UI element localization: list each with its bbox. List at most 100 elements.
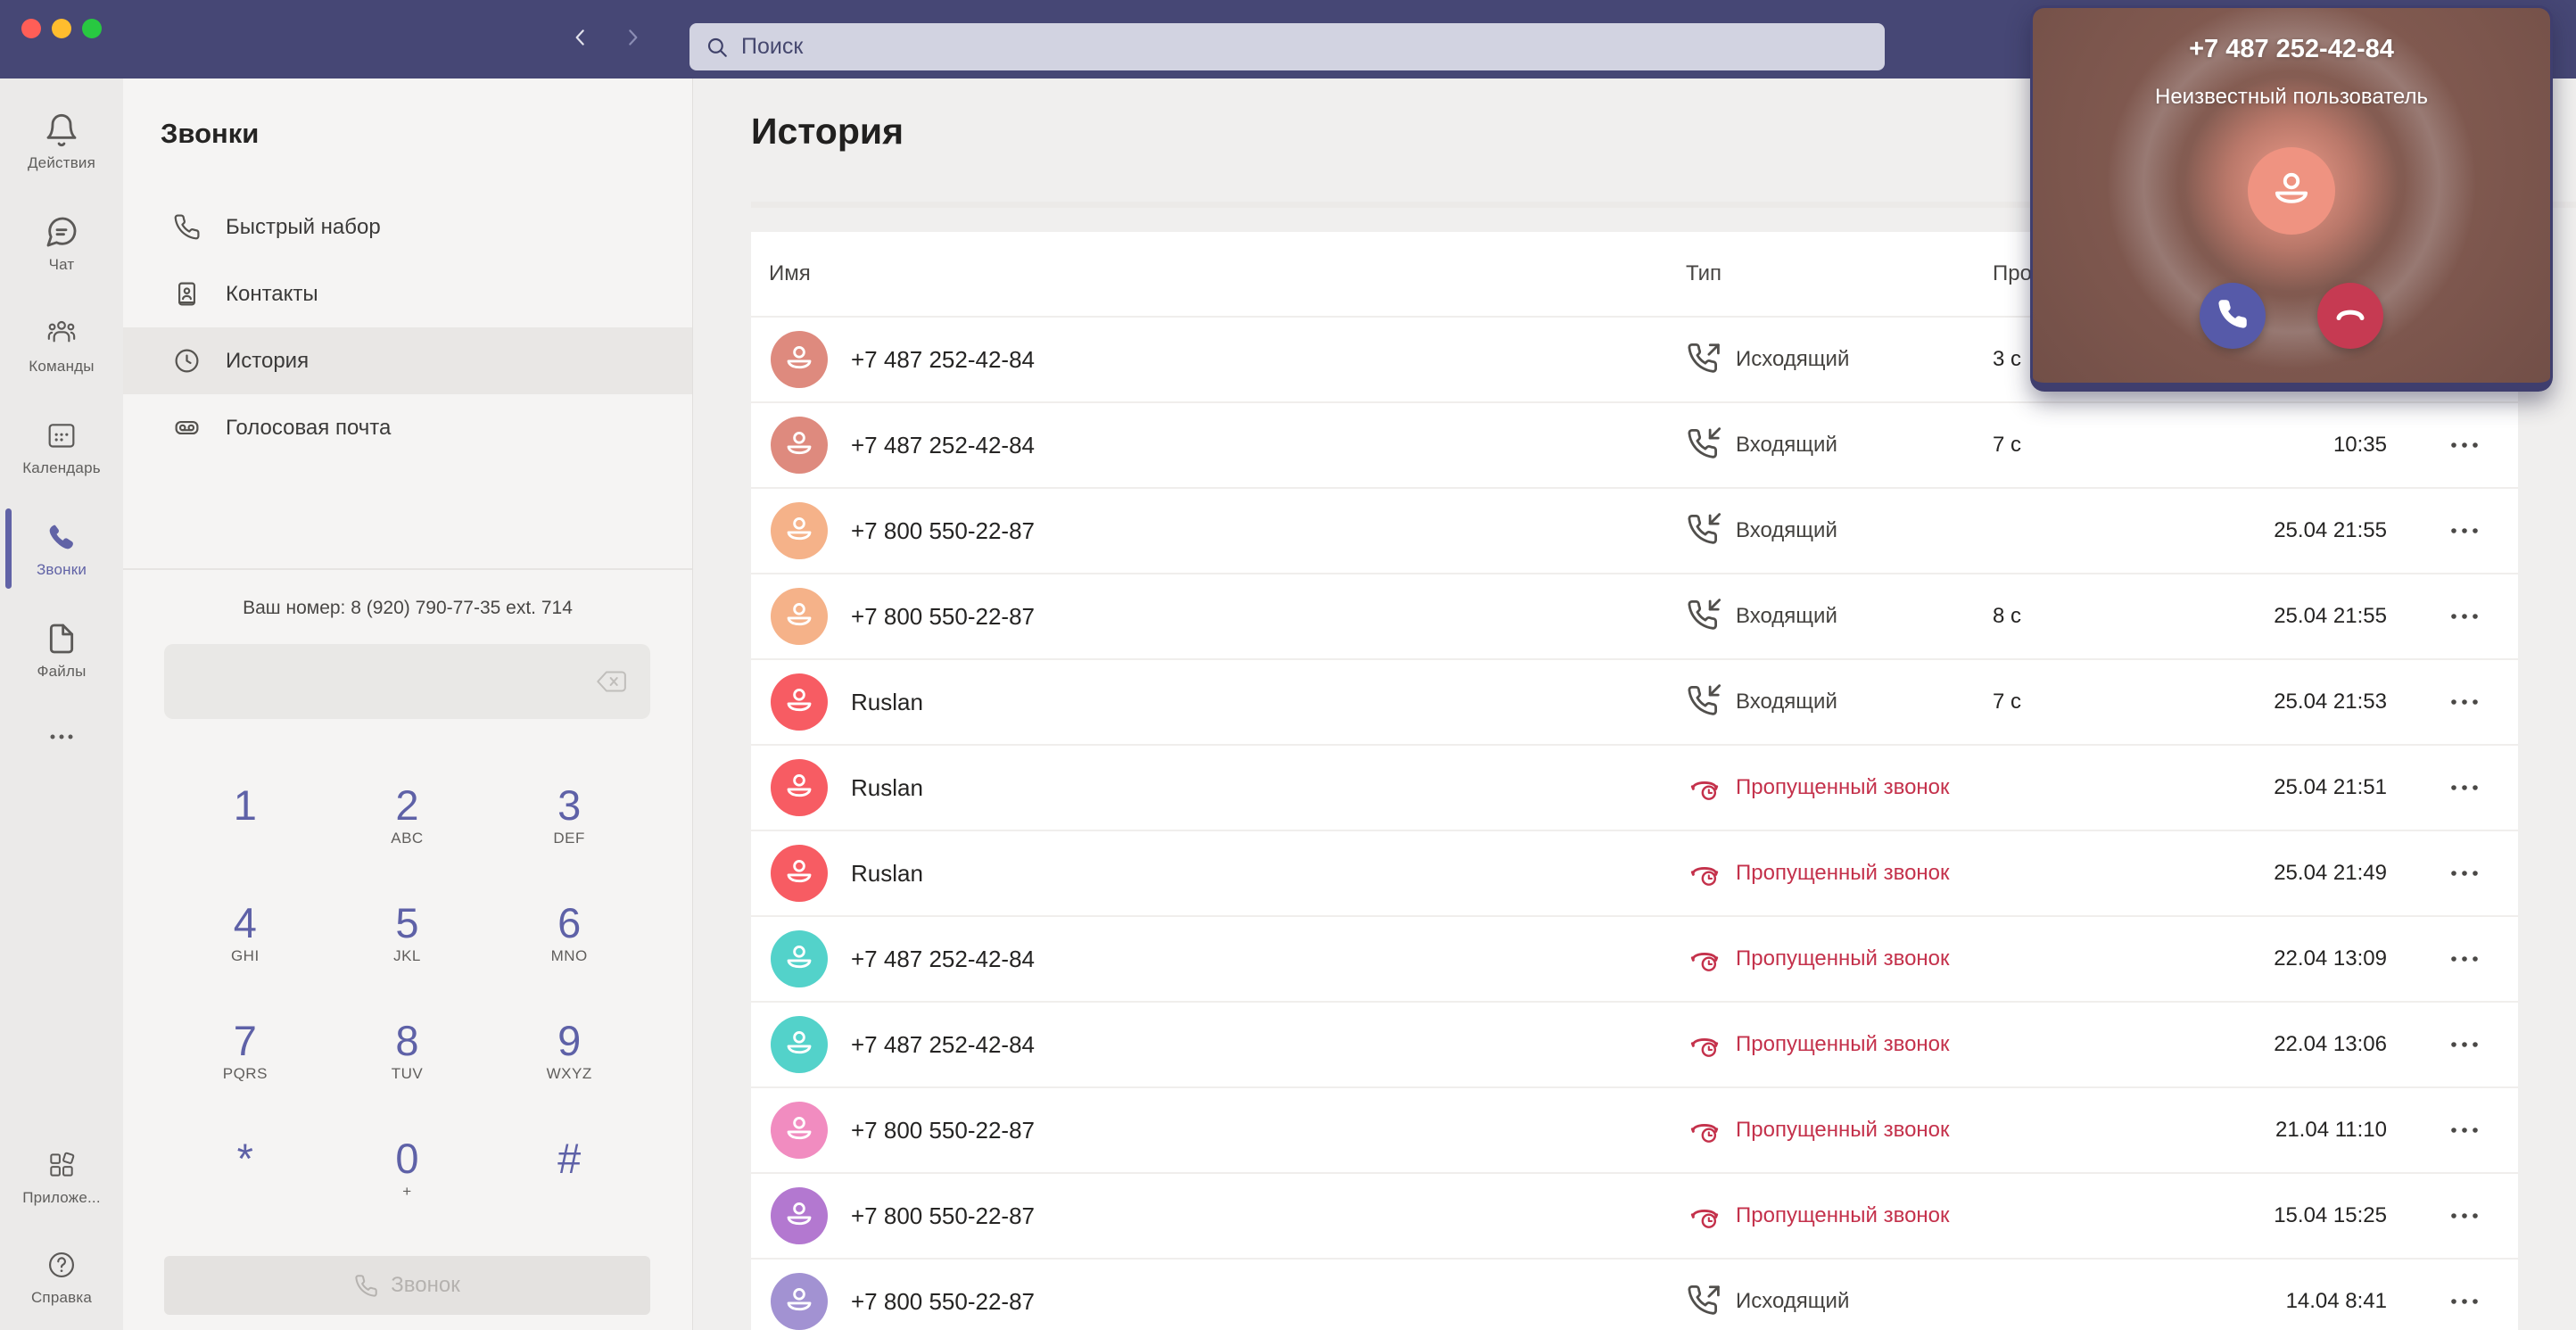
row-more-button[interactable] (2411, 697, 2518, 707)
call-type-label: Пропущенный звонок (1736, 946, 1950, 971)
avatar (771, 1102, 828, 1159)
sidebar-item-chat[interactable]: Чат (0, 193, 123, 294)
table-row[interactable]: Ruslan Входящий 7 с 25.04 21:53 (751, 658, 2518, 744)
search-bar[interactable] (689, 23, 1885, 70)
sidebar-item-teams[interactable]: Команды (0, 294, 123, 396)
zoom-window-button[interactable] (82, 19, 102, 38)
sidebar-item-label: Команды (29, 357, 95, 375)
call-datetime: 22.04 13:06 (2274, 1032, 2387, 1056)
menu-item-label: Голосовая почта (226, 415, 392, 440)
caller-number: +7 487 252-42-84 (2189, 35, 2394, 63)
table-row[interactable]: +7 800 550-22-87 Исходящий 14.04 8:41 (751, 1258, 2518, 1330)
row-more-button[interactable] (2411, 954, 2518, 964)
back-button[interactable] (564, 22, 598, 56)
chat-icon (44, 214, 79, 250)
search-input[interactable] (739, 33, 1869, 61)
avatar (771, 331, 828, 388)
row-more-button[interactable] (2411, 440, 2518, 450)
sidebar-item-apps[interactable]: Приложе... (0, 1127, 123, 1227)
row-more-button[interactable] (2411, 1296, 2518, 1307)
call-type: Входящий (1686, 683, 1993, 721)
dialpad-letters: JKL (393, 947, 421, 965)
dialpad-key-4[interactable]: 4 GHI (164, 874, 326, 992)
table-row[interactable]: +7 487 252-42-84 Пропущенный звонок 22.0… (751, 915, 2518, 1001)
avatar (771, 845, 828, 902)
row-more-button[interactable] (2411, 868, 2518, 879)
call-type-label: Входящий (1736, 604, 1837, 628)
dialpad-key-3[interactable]: 3 DEF (488, 756, 650, 874)
dialpad-key-6[interactable]: 6 MNO (488, 874, 650, 992)
history-icon (173, 347, 201, 375)
forward-button[interactable] (615, 22, 649, 56)
dialpad-key-0[interactable]: 0 + (326, 1110, 489, 1227)
missed-call-icon (1686, 769, 1723, 806)
row-more-button[interactable] (2411, 1039, 2518, 1050)
close-window-button[interactable] (21, 19, 41, 38)
sidebar-item-files[interactable]: Файлы (0, 599, 123, 701)
call-type-label: Входящий (1736, 433, 1837, 457)
minimize-window-button[interactable] (52, 19, 71, 38)
call-type-label: Входящий (1736, 690, 1837, 714)
dialpad-key-1[interactable]: 1 (164, 756, 326, 874)
missed-call-icon (1686, 855, 1723, 892)
call-name: +7 487 252-42-84 (851, 431, 1036, 458)
table-row[interactable]: +7 800 550-22-87 Входящий 25.04 21:55 (751, 487, 2518, 573)
table-row[interactable]: Ruslan Пропущенный звонок 25.04 21:51 (751, 744, 2518, 830)
table-row[interactable]: +7 487 252-42-84 Пропущенный звонок 22.0… (751, 1001, 2518, 1086)
dialpad-key-9[interactable]: 9 WXYZ (488, 992, 650, 1110)
decline-call-button[interactable] (2317, 283, 2383, 349)
chevron-left-icon (569, 26, 592, 54)
call-datetime: 21.04 11:10 (2275, 1118, 2387, 1142)
sidebar-item-calendar[interactable]: Календарь (0, 396, 123, 498)
panel-menu-item-voicemail[interactable]: Голосовая почта (123, 394, 692, 461)
sidebar-item-more[interactable] (0, 701, 123, 772)
panel-divider (123, 568, 692, 570)
dialpad-key-5[interactable]: 5 JKL (326, 874, 489, 992)
incoming-call-icon (1686, 598, 1723, 635)
sidebar-item-calls[interactable]: Звонки (0, 498, 123, 599)
panel-menu-item-history[interactable]: История (123, 327, 692, 394)
sidebar-item-activity[interactable]: Действия (0, 91, 123, 193)
sidebar-item-help[interactable]: Справка (0, 1227, 123, 1326)
outgoing-call-icon (1686, 341, 1723, 378)
dialpad-digit: 9 (557, 1016, 582, 1064)
call-type-label: Пропущенный звонок (1736, 1032, 1950, 1056)
backspace-icon[interactable] (593, 663, 631, 700)
call-button[interactable]: Звонок (164, 1256, 650, 1315)
table-row[interactable]: +7 800 550-22-87 Входящий 8 с 25.04 21:5… (751, 573, 2518, 658)
accept-call-button[interactable] (2200, 283, 2266, 349)
call-datetime: 15.04 15:25 (2274, 1203, 2387, 1227)
dialpad-digit: * (236, 1134, 253, 1182)
dialpad-key-2[interactable]: 2 ABC (326, 756, 489, 874)
call-type: Пропущенный звонок (1686, 855, 1993, 892)
calls-panel: Звонки Быстрый набор Контакты История Го… (123, 78, 693, 1330)
row-more-button[interactable] (2411, 782, 2518, 793)
table-row[interactable]: +7 800 550-22-87 Пропущенный звонок 15.0… (751, 1172, 2518, 1258)
menu-item-label: Контакты (226, 281, 318, 306)
dialpad-key-8[interactable]: 8 TUV (326, 992, 489, 1110)
dialpad-key-#[interactable]: # (488, 1110, 650, 1227)
row-more-button[interactable] (2411, 611, 2518, 622)
call-type-label: Пропущенный звонок (1736, 1118, 1950, 1142)
panel-menu-item-contacts[interactable]: Контакты (123, 260, 692, 327)
row-more-button[interactable] (2411, 1210, 2518, 1221)
dialpad-key-7[interactable]: 7 PQRS (164, 992, 326, 1110)
dialpad-digit: 8 (395, 1016, 419, 1064)
dial-number-input[interactable] (164, 644, 650, 719)
dialpad-key-*[interactable]: * (164, 1110, 326, 1227)
caller-avatar (2248, 147, 2335, 235)
call-name: Ruslan (851, 773, 923, 801)
table-row[interactable]: Ruslan Пропущенный звонок 25.04 21:49 (751, 830, 2518, 915)
avatar (771, 417, 828, 474)
row-more-button[interactable] (2411, 1125, 2518, 1136)
call-name: +7 487 252-42-84 (851, 1030, 1036, 1058)
row-more-button[interactable] (2411, 525, 2518, 536)
call-name: Ruslan (851, 688, 923, 715)
dialpad-digit: 4 (233, 898, 257, 946)
panel-menu-item-speed-dial[interactable]: Быстрый набор (123, 194, 692, 260)
avatar (771, 588, 828, 645)
call-duration: 8 с (1993, 604, 2022, 628)
table-row[interactable]: +7 487 252-42-84 Входящий 7 с 10:35 (751, 401, 2518, 487)
table-row[interactable]: +7 800 550-22-87 Пропущенный звонок 21.0… (751, 1086, 2518, 1172)
phone-filled-icon (44, 519, 79, 555)
